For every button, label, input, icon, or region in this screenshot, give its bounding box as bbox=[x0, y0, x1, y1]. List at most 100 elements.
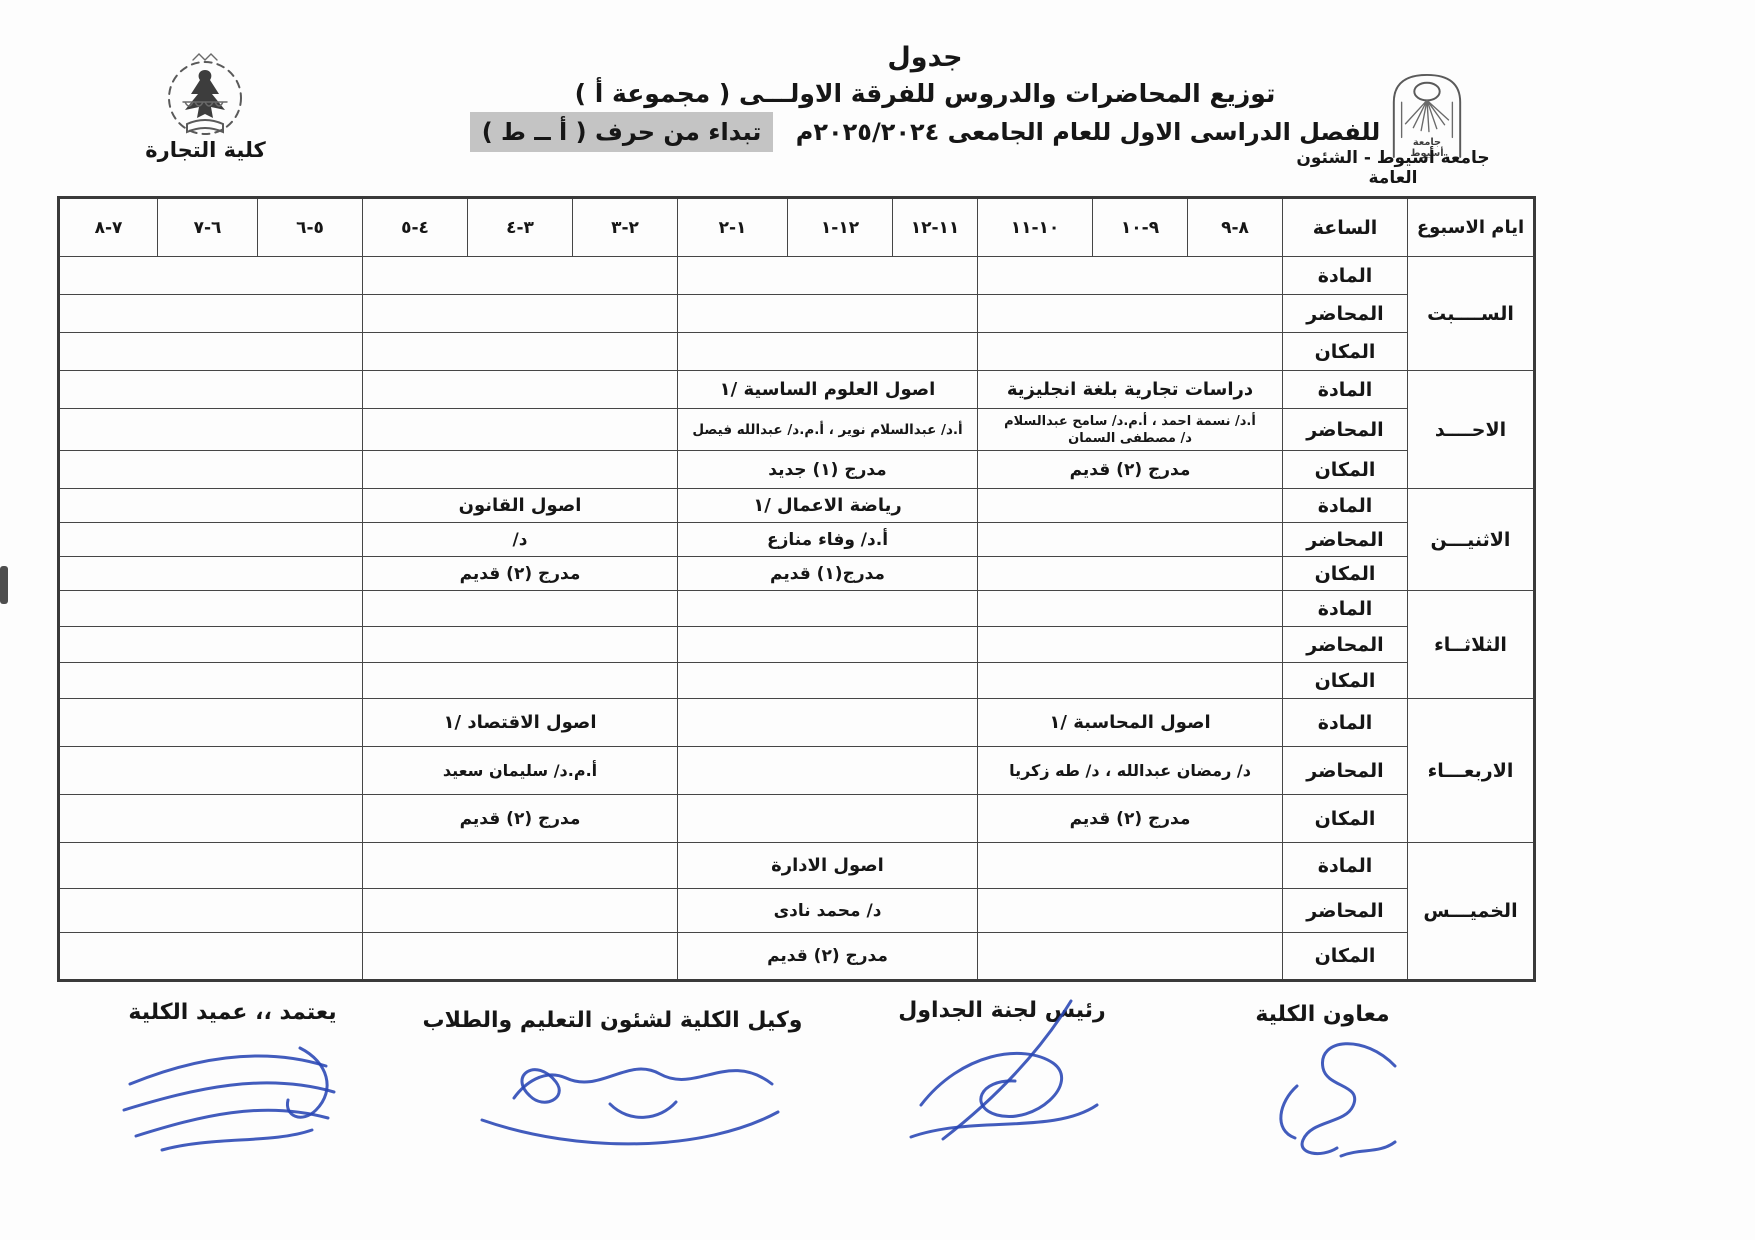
cell-subject: اصول القانون bbox=[362, 488, 678, 523]
cell-lecturer: أ.د/ نسمة احمد ، أ.م.د/ سامح عبدالسلام د/… bbox=[977, 408, 1283, 451]
cell-subject bbox=[362, 370, 678, 409]
lecturer-line1: أ.د/ وفاء منازع bbox=[766, 529, 889, 550]
cell-lecturer bbox=[58, 746, 363, 795]
week-days-header: ايام الاسبوع bbox=[1407, 197, 1535, 257]
row-label-subject: المادة bbox=[1282, 488, 1408, 523]
table-row: الاحــــد المادة دراسات تجارية بلغة انجل… bbox=[58, 370, 1535, 489]
table-row: الاثنيـــن المادة رياضة الاعمال /١ اصول … bbox=[58, 488, 1535, 591]
day-name-wednesday: الاربعـــاء bbox=[1407, 698, 1535, 843]
signature-label-dean: يعتمد ،، عميد الكلية bbox=[128, 1000, 337, 1025]
cell-lecturer bbox=[362, 626, 678, 663]
cell-room bbox=[977, 556, 1283, 591]
cell-lecturer bbox=[677, 626, 978, 663]
cell-subject bbox=[58, 698, 363, 747]
time-slot-header: ١١-١٢ bbox=[892, 197, 978, 257]
cell-subject: اصول العلوم الساسية /١ bbox=[677, 370, 978, 409]
cell-room bbox=[58, 332, 363, 371]
row-label-lecturer: المحاضر bbox=[1282, 294, 1408, 333]
cell-subject bbox=[677, 698, 978, 747]
lecturer-line1: أ.د/ عبدالسلام نوير ، أ.م.د/ عبدالله فيص… bbox=[692, 421, 963, 438]
day-name-monday: الاثنيـــن bbox=[1407, 488, 1535, 591]
time-slot-header: ٥-٦ bbox=[257, 197, 363, 257]
signature-ink-vice-dean bbox=[480, 1067, 780, 1146]
row-label-lecturer: المحاضر bbox=[1282, 746, 1408, 795]
cell-subject: اصول الاقتصاد /١ bbox=[362, 698, 678, 747]
lecturer-line1: أ.م.د/ سليمان سعيد bbox=[442, 761, 598, 780]
time-slot-header: ١٢-١ bbox=[787, 197, 893, 257]
cell-lecturer: أ.د/ وفاء منازع bbox=[677, 522, 978, 557]
cell-room: مدرج (٢) قديم bbox=[362, 556, 678, 591]
cell-lecturer: د/ bbox=[362, 522, 678, 557]
row-label-lecturer: المحاضر bbox=[1282, 888, 1408, 933]
time-slot-header: ٦-٧ bbox=[157, 197, 258, 257]
cell-room bbox=[58, 556, 363, 591]
day-name-tuesday: الثلاثــاء bbox=[1407, 590, 1535, 699]
row-label-room: المكان bbox=[1282, 794, 1408, 843]
lecturer-line1: د/ محمد نادى bbox=[773, 900, 882, 921]
lecturer-line1: د/ رمضان عبدالله ، د/ طه زكريا bbox=[1009, 761, 1251, 780]
faculty-commerce-caption: كلية التجارة bbox=[145, 138, 266, 162]
signature-ink-schedules-chair bbox=[909, 999, 1099, 1141]
time-slot-header: ٩-١٠ bbox=[1092, 197, 1188, 257]
cell-room: مدرج (٢) قديم bbox=[362, 794, 678, 843]
cell-room bbox=[58, 662, 363, 699]
table-row: الاربعـــاء المادة اصول المحاسبة /١ اصول… bbox=[58, 698, 1535, 843]
cell-lecturer: د/ محمد نادى bbox=[677, 888, 978, 933]
cell-room: مدرج (٢) قديم bbox=[677, 932, 978, 981]
cell-lecturer bbox=[58, 626, 363, 663]
cell-room bbox=[362, 332, 678, 371]
cell-subject: رياضة الاعمال /١ bbox=[677, 488, 978, 523]
cell-lecturer bbox=[677, 746, 978, 795]
cell-lecturer bbox=[362, 294, 678, 333]
assiut-university-logo: جامعة أسيوط bbox=[1386, 68, 1468, 164]
table-row: المكان مدرج (٢) قديم مدرج (٢) قديم bbox=[58, 794, 1535, 843]
time-slot-header: ٧-٨ bbox=[58, 197, 158, 257]
signature-label-assistant: معاون الكلية bbox=[1255, 1002, 1390, 1027]
cell-subject bbox=[977, 590, 1283, 627]
cell-lecturer: د/ رمضان عبدالله ، د/ طه زكريا bbox=[977, 746, 1283, 795]
cell-subject bbox=[977, 256, 1283, 295]
cell-lecturer bbox=[677, 294, 978, 333]
cell-room bbox=[58, 450, 363, 489]
lecturer-line1: أ.د/ نسمة احمد ، أ.م.د/ سامح عبدالسلام bbox=[1004, 413, 1256, 429]
cell-lecturer bbox=[362, 888, 678, 933]
day-name-sunday: الاحــــد bbox=[1407, 370, 1535, 489]
cell-subject bbox=[977, 842, 1283, 889]
cell-lecturer bbox=[977, 294, 1283, 333]
scan-artifact bbox=[0, 566, 8, 604]
term-text: للفصل الدراسى الاول للعام الجامعى ٢٠٢٥/٢… bbox=[795, 118, 1381, 146]
time-slot-header: ٨-٩ bbox=[1187, 197, 1283, 257]
row-label-room: المكان bbox=[1282, 662, 1408, 699]
cell-lecturer bbox=[977, 888, 1283, 933]
hour-header: الساعة bbox=[1282, 197, 1408, 257]
table-row: المكان bbox=[58, 332, 1535, 371]
row-label-subject: المادة bbox=[1282, 256, 1408, 295]
cell-lecturer: أ.م.د/ سليمان سعيد bbox=[362, 746, 678, 795]
cell-room: مدرج (٢) قديم bbox=[977, 450, 1283, 489]
time-slot-header: ٢-٣ bbox=[572, 197, 678, 257]
cell-lecturer bbox=[362, 408, 678, 451]
cell-room bbox=[362, 450, 678, 489]
cell-subject: دراسات تجارية بلغة انجليزية bbox=[977, 370, 1283, 409]
table-row: المحاضر د/ محمد نادى bbox=[58, 888, 1535, 933]
table-row: الخميـــس المادة اصول الادارة bbox=[58, 842, 1535, 981]
cell-lecturer: أ.د/ عبدالسلام نوير ، أ.م.د/ عبدالله فيص… bbox=[677, 408, 978, 451]
row-label-subject: المادة bbox=[1282, 370, 1408, 409]
cell-room bbox=[977, 662, 1283, 699]
lecturer-line1: د/ bbox=[512, 529, 528, 550]
cell-room bbox=[58, 932, 363, 981]
time-slot-header: ١٠-١١ bbox=[977, 197, 1093, 257]
day-name-saturday: الســــبت bbox=[1407, 256, 1535, 371]
cell-room: مدرج (٢) قديم bbox=[977, 794, 1283, 843]
term-line: للفصل الدراسى الاول للعام الجامعى ٢٠٢٥/٢… bbox=[380, 112, 1470, 152]
row-label-subject: المادة bbox=[1282, 842, 1408, 889]
row-label-subject: المادة bbox=[1282, 590, 1408, 627]
cell-lecturer bbox=[58, 888, 363, 933]
row-label-lecturer: المحاضر bbox=[1282, 408, 1408, 451]
cell-room bbox=[677, 662, 978, 699]
cell-room bbox=[362, 662, 678, 699]
table-row: المحاضر أ.د/ وفاء منازع د/ bbox=[58, 522, 1535, 557]
cell-subject bbox=[677, 256, 978, 295]
table-row: المحاضر bbox=[58, 294, 1535, 333]
